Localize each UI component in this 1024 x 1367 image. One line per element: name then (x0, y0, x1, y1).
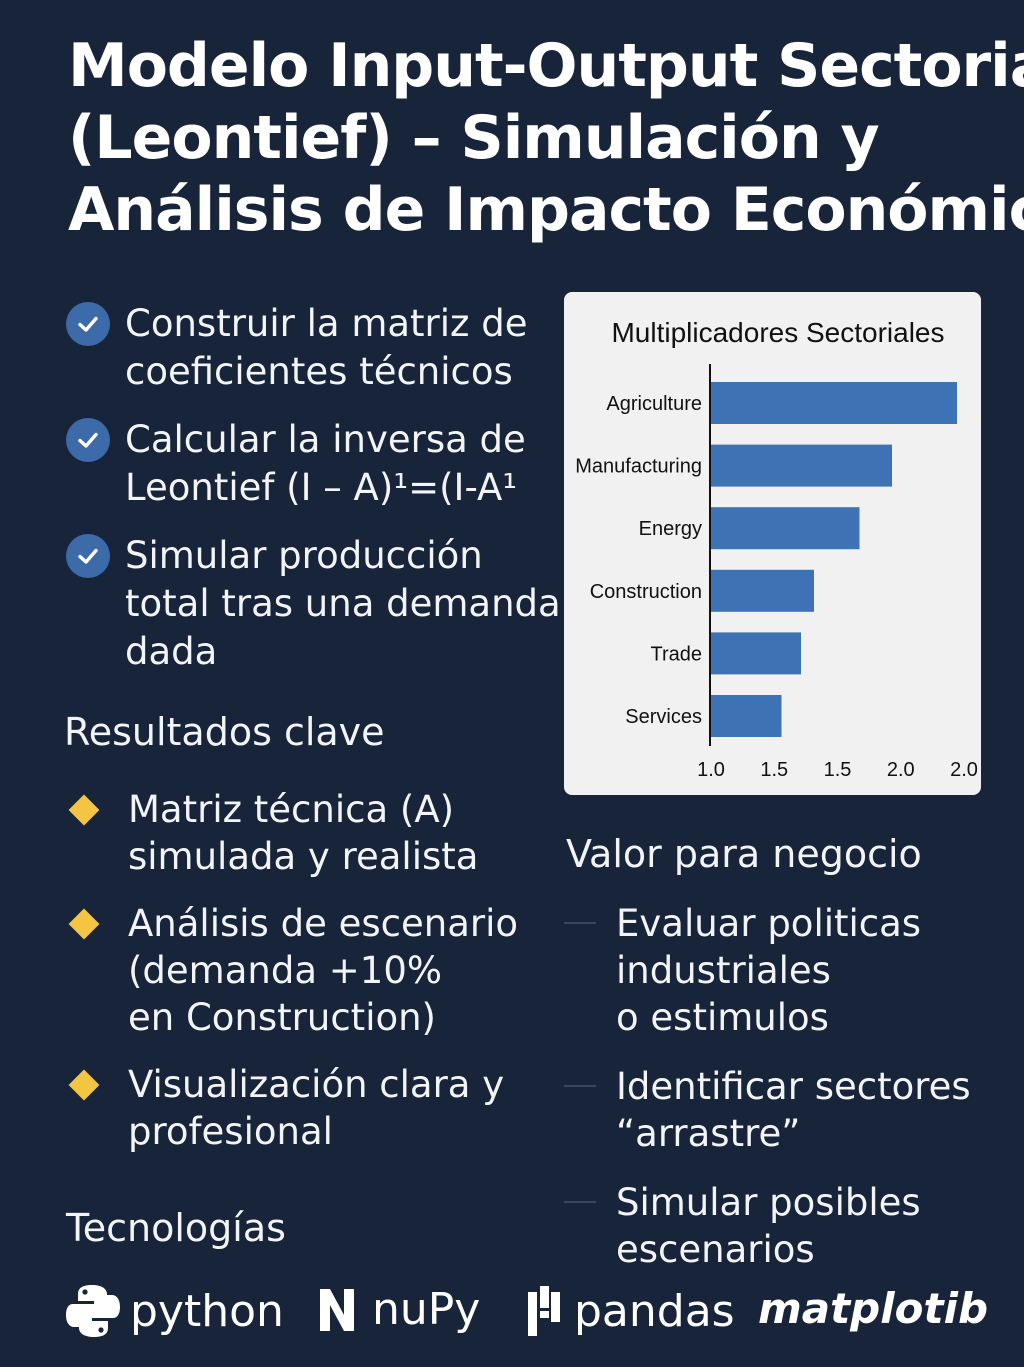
page-title: Modelo Input-Output Sectorial (Leontief)… (68, 30, 1024, 246)
objective-text: Simular producción total tras una demand… (125, 532, 561, 676)
technologies-row: python nuPy pandas matplotib (64, 1280, 988, 1350)
result-line: Matriz técnica (A) (128, 788, 455, 831)
result-line: profesional (128, 1110, 333, 1153)
tech-label: pandas (574, 1285, 735, 1337)
tech-matplotlib: matplotib (758, 1284, 988, 1333)
objective-text: Construir la matriz de coeficientes técn… (125, 300, 527, 396)
checkmark-icon (66, 302, 110, 346)
results-heading: Resultados clave (64, 710, 385, 754)
bar-energy (710, 507, 860, 550)
tech-numpy: nuPy (318, 1284, 480, 1335)
numpy-logo-icon (320, 1288, 354, 1331)
diamond-bullet-icon (68, 794, 100, 826)
business-line: Identificar sectores (616, 1065, 971, 1108)
result-item: Análisis de escenario (demanda +10% en C… (66, 900, 546, 1041)
tech-label: nuPy (372, 1284, 481, 1335)
x-tick-label: 1.5 (824, 759, 852, 781)
dash-bullet-icon (564, 1085, 596, 1087)
business-item: Simular posibles escenarios (564, 1179, 1004, 1273)
business-line: o estimulos (616, 996, 829, 1039)
objective-line: Simular producción (125, 534, 483, 577)
x-tick-label: 2.0 (887, 759, 915, 781)
diamond-bullet-icon (68, 908, 100, 940)
result-text: Análisis de escenario (demanda +10% en C… (128, 900, 518, 1041)
objective-line: dada (125, 630, 218, 673)
results-list: Matriz técnica (A) simulada y realista A… (66, 786, 546, 1175)
result-item: Matriz técnica (A) simulada y realista (66, 786, 546, 880)
x-tick-label: 2.0 (950, 759, 978, 781)
business-line: “arrastre” (616, 1112, 801, 1155)
objective-line: Construir la matriz de (125, 302, 528, 345)
dash-bullet-icon (564, 922, 596, 924)
objective-line: total tras una demanda (125, 582, 561, 625)
business-line: escenarios (616, 1228, 815, 1271)
category-label: Energy (639, 518, 702, 540)
checkmark-icon (66, 418, 110, 462)
title-line-3: Análisis de Impacto Económico (68, 175, 1024, 245)
result-text: Visualización clara y profesional (128, 1061, 504, 1155)
result-item: Visualización clara y profesional (66, 1061, 546, 1155)
technologies-heading: Tecnologías (66, 1206, 286, 1250)
objective-line: Calcular la inversa de (125, 418, 526, 461)
x-tick-label: 1.0 (697, 759, 725, 781)
tech-label: python (130, 1285, 284, 1337)
python-logo-icon (66, 1285, 120, 1337)
bar-trade (710, 632, 801, 675)
tech-python: python (64, 1282, 284, 1340)
x-tick-label: 1.5 (760, 759, 788, 781)
tech-label: matplotib (758, 1284, 989, 1333)
business-item: Evaluar politicas industriales o estimul… (564, 900, 1004, 1041)
bar-services (710, 695, 782, 737)
diamond-bullet-icon (68, 1069, 100, 1101)
result-line: simulada y realista (128, 835, 479, 878)
business-list: Evaluar politicas industriales o estimul… (564, 900, 1004, 1295)
category-label: Agriculture (606, 393, 702, 415)
business-line: Evaluar politicas (616, 902, 922, 945)
objective-item: Simular producción total tras una demand… (66, 532, 561, 676)
title-line-1: Modelo Input-Output Sectorial (68, 31, 1024, 101)
business-item: Identificar sectores “arrastre” (564, 1063, 1004, 1157)
objective-line: coeficientes técnicos (125, 350, 513, 393)
category-label: Trade (650, 643, 702, 665)
business-line: Simular posibles (616, 1181, 921, 1224)
dash-bullet-icon (564, 1201, 596, 1203)
business-text: Identificar sectores “arrastre” (616, 1063, 971, 1157)
objective-item: Construir la matriz de coeficientes técn… (66, 300, 536, 396)
result-line: (demanda +10% (128, 949, 443, 992)
tech-pandas: pandas (526, 1284, 735, 1338)
objectives-list: Construir la matriz de coeficientes técn… (66, 300, 561, 696)
chart-title: Multiplicadores Sectoriales (611, 317, 944, 348)
business-line: industriales (616, 949, 831, 992)
category-label: Services (625, 706, 702, 728)
category-label: Construction (590, 581, 702, 603)
chart-svg: Multiplicadores Sectoriales Agriculture M… (575, 317, 978, 781)
bar-manufacturing (710, 444, 892, 487)
objective-line: Leontief (I – A)¹=(I-A¹ (125, 466, 518, 509)
category-label: Manufacturing (575, 456, 702, 478)
bar-construction (710, 569, 814, 612)
pandas-logo-icon (528, 1286, 560, 1336)
result-line: Visualización clara y (128, 1063, 505, 1106)
business-heading: Valor para negocio (566, 832, 922, 876)
result-text: Matriz técnica (A) simulada y realista (128, 786, 478, 880)
checkmark-icon (66, 534, 110, 578)
business-text: Simular posibles escenarios (616, 1179, 921, 1273)
bar-agriculture (710, 382, 957, 424)
title-line-2: (Leontief) – Simulación y (68, 103, 880, 173)
objective-item: Calcular la inversa de Leontief (I – A)¹… (66, 416, 536, 512)
result-line: Análisis de escenario (128, 902, 518, 945)
objective-text: Calcular la inversa de Leontief (I – A)¹… (125, 416, 526, 512)
multipliers-chart: Multiplicadores Sectoriales Agriculture M… (564, 292, 981, 795)
result-line: en Construction) (128, 996, 436, 1039)
business-text: Evaluar politicas industriales o estimul… (616, 900, 921, 1041)
